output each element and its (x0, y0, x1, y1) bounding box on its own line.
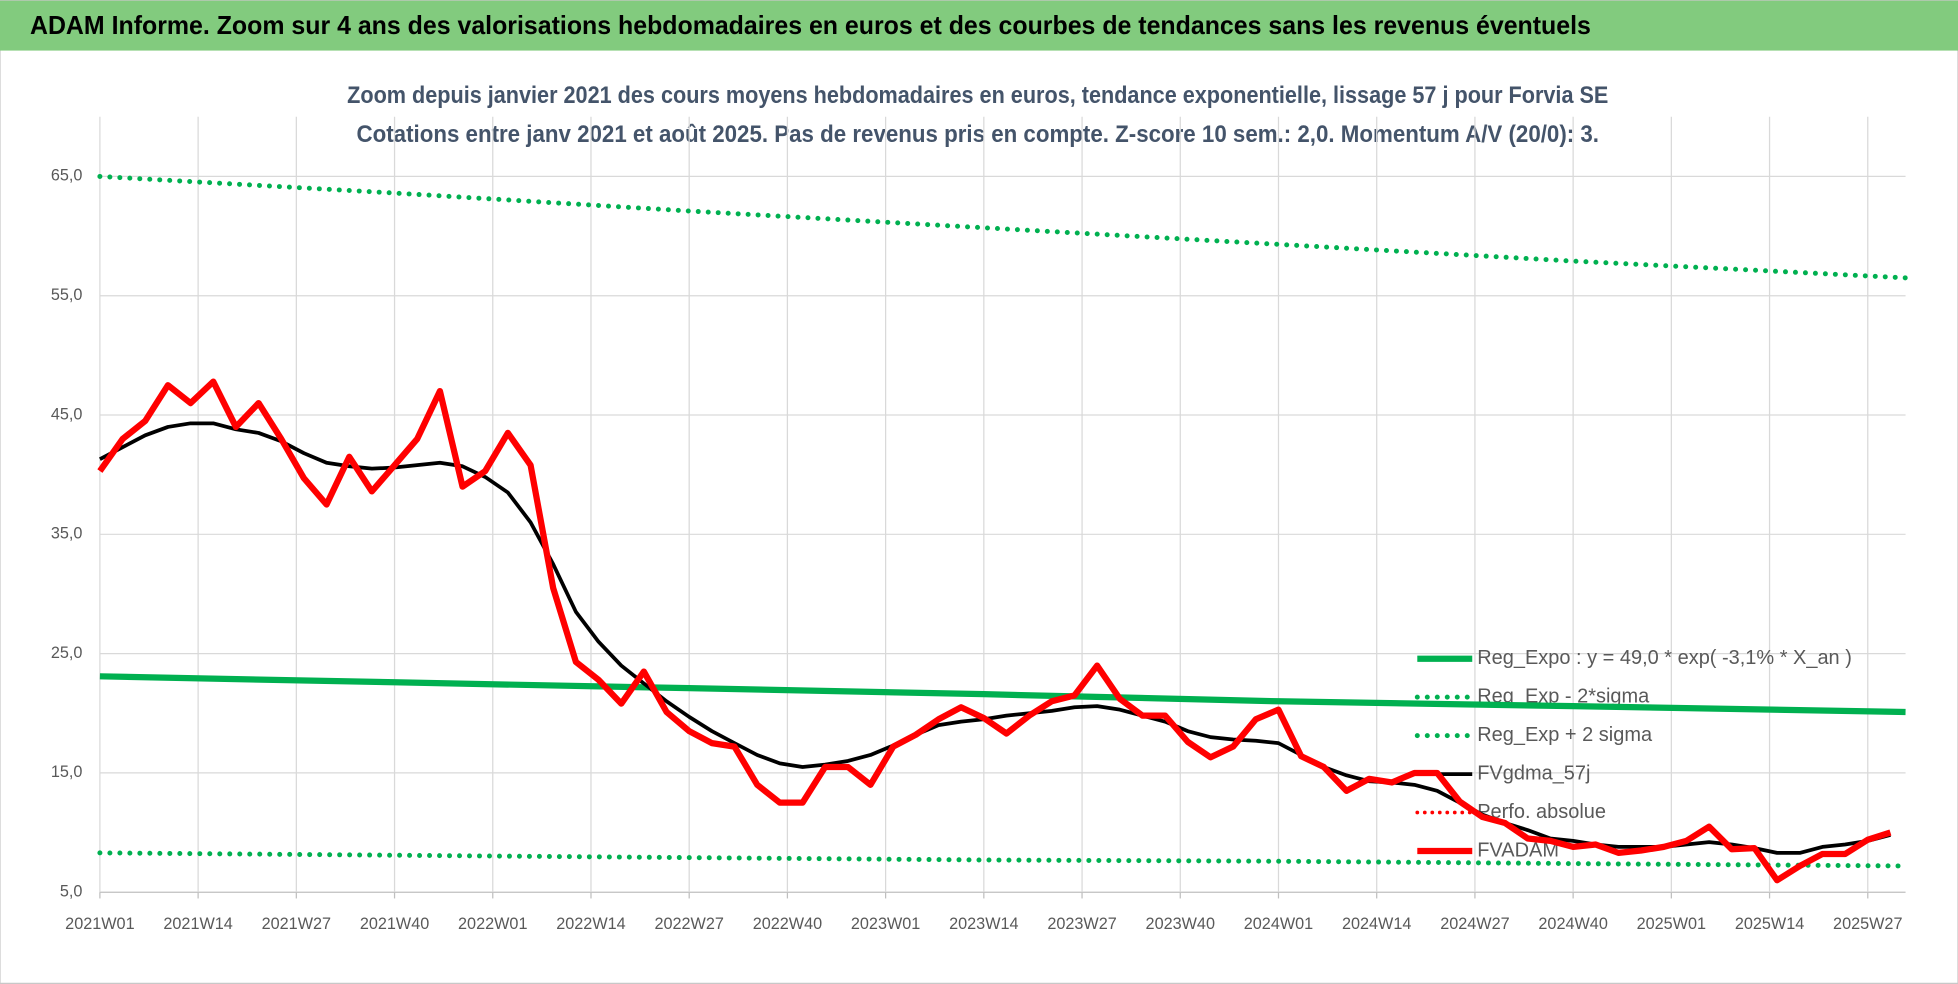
x-tick-label: 2021W01 (65, 915, 134, 933)
plot (97, 173, 1909, 884)
x-tick-label: 2024W01 (1244, 915, 1313, 933)
y-tick-label: 55,0 (51, 286, 83, 304)
x-tick-label: 2021W27 (262, 915, 331, 933)
y-tick-label: 65,0 (51, 167, 83, 185)
x-tick-label: 2021W40 (360, 915, 429, 933)
legend-label: Reg_Exp + 2 sigma (1477, 724, 1653, 746)
legend-label: Reg_Exp - 2*sigma (1477, 685, 1650, 707)
legend-label: FVADAM (1477, 839, 1559, 861)
y-tick-label: 5,0 (60, 882, 83, 900)
x-tick-label: 2022W14 (556, 915, 625, 933)
chart-subtitle: Cotations entre janv 2021 et août 2025. … (357, 122, 1599, 148)
x-tick-label: 2023W14 (949, 915, 1018, 933)
grid: 5,0 15,0 25,0 35,0 45,0 55,0 65,0 2021W01 2021W1… (51, 116, 1906, 933)
x-tick-label: 2025W01 (1637, 915, 1706, 933)
series-line (99, 673, 1906, 716)
legend: Reg_Expo : y = 49,0 * exp( -3,1% * X_an … (1414, 647, 1852, 861)
header-bar (0, 0, 1958, 51)
x-tick-label: 2025W14 (1735, 915, 1804, 933)
x-tick-label: 2024W40 (1538, 915, 1607, 933)
x-tick-label: 2024W14 (1342, 915, 1411, 933)
x-tick-label: 2025W27 (1833, 915, 1902, 933)
series-line (97, 378, 1892, 884)
y-tick-label: 35,0 (51, 525, 83, 543)
x-tick-label: 2023W27 (1047, 915, 1116, 933)
legend-label: Reg_Expo : y = 49,0 * exp( -3,1% * X_an … (1477, 647, 1852, 669)
x-tick-label: 2022W40 (753, 915, 822, 933)
x-tick-label: 2024W27 (1440, 915, 1509, 933)
y-tick-label: 45,0 (51, 405, 83, 423)
x-tick-label: 2021W14 (163, 915, 232, 933)
x-tick-label: 2023W40 (1146, 915, 1215, 933)
x-tick-label: 2023W01 (851, 915, 920, 933)
header-title: ADAM Informe. Zoom sur 4 ans des valoris… (30, 10, 1591, 40)
chart-title: Zoom depuis janvier 2021 des cours moyen… (347, 83, 1608, 109)
x-tick-label: 2022W01 (458, 915, 527, 933)
x-tick-label: 2022W27 (654, 915, 723, 933)
legend-label: Perfo. absolue (1477, 801, 1606, 823)
y-tick-label: 25,0 (51, 644, 83, 662)
legend-label: FVgdma_57j (1477, 762, 1590, 784)
y-tick-label: 15,0 (51, 763, 83, 781)
